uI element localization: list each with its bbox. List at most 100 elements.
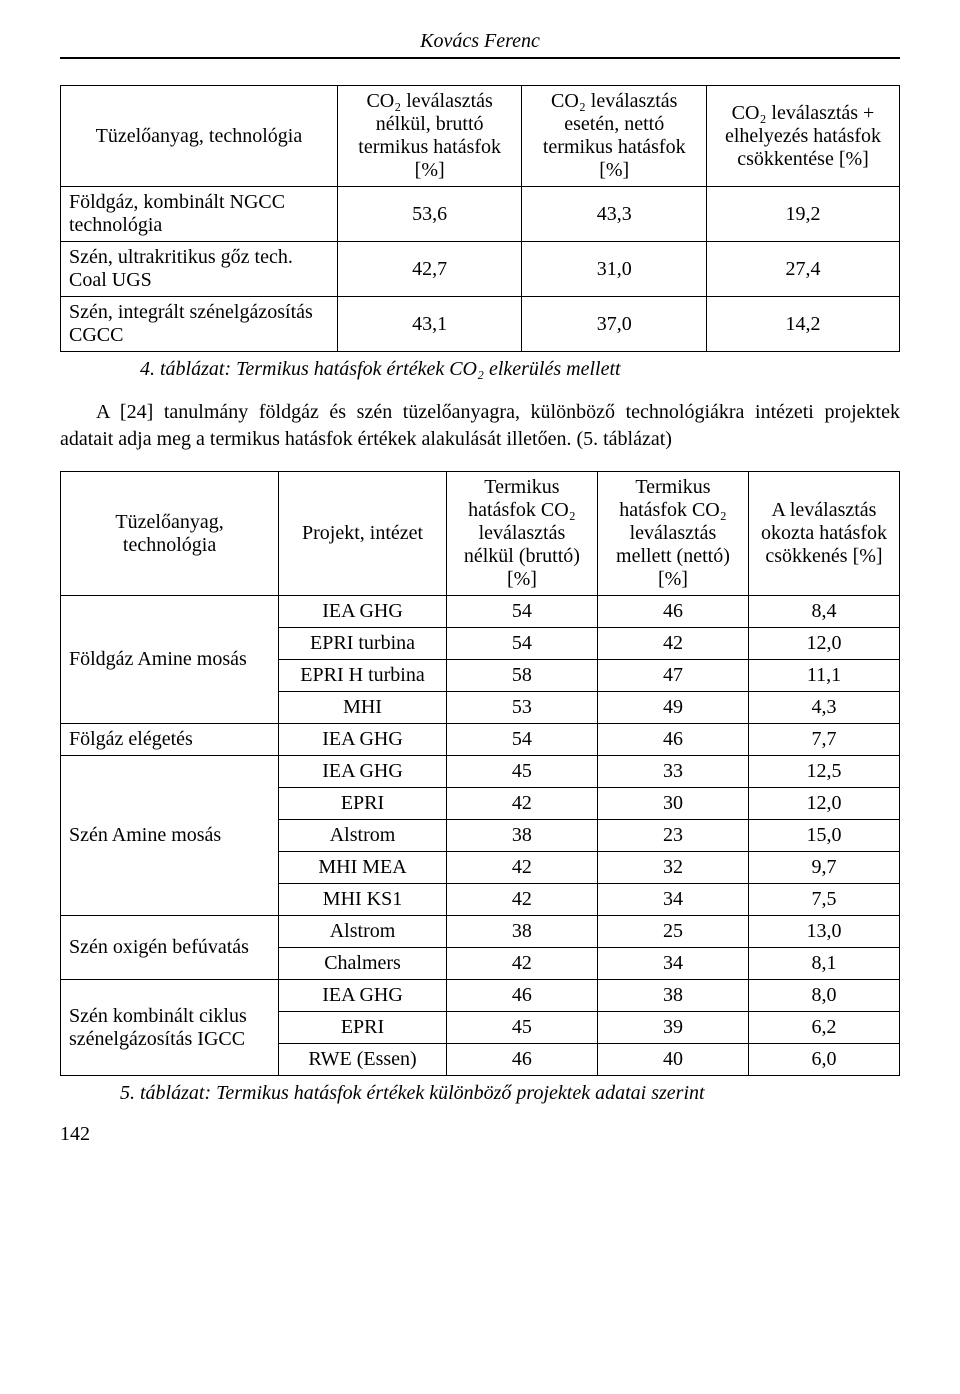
cell: 12,0 <box>748 788 899 820</box>
cell: 53,6 <box>337 187 522 242</box>
table-4-caption: 4. táblázat: Termikus hatásfok értékek C… <box>140 358 900 381</box>
cell: 34 <box>597 884 748 916</box>
running-head: Kovács Ferenc <box>60 30 900 53</box>
table-row: Földgáz, kombinált NGCC technológia 53,6… <box>61 187 900 242</box>
cell: Alstrom <box>279 916 447 948</box>
cell: 34 <box>597 948 748 980</box>
cell: 46 <box>597 596 748 628</box>
cell: 30 <box>597 788 748 820</box>
cell: 8,0 <box>748 980 899 1012</box>
col-header: CO₂ leválasztás + elhelyezés hatásfok cs… <box>707 86 900 187</box>
cell: 54 <box>446 596 597 628</box>
cell: IEA GHG <box>279 756 447 788</box>
cell: 19,2 <box>707 187 900 242</box>
table-row: Szén kombinált ciklus szénelgázosítás IG… <box>61 980 900 1012</box>
cell: 12,0 <box>748 628 899 660</box>
table-row: Szén, integrált szénelgázosítás CGCC 43,… <box>61 297 900 352</box>
cell: 40 <box>597 1044 748 1076</box>
cell: MHI MEA <box>279 852 447 884</box>
cell: 13,0 <box>748 916 899 948</box>
group-label: Fölgáz elégetés <box>61 724 279 756</box>
table-row: Földgáz Amine mosás IEA GHG 54 46 8,4 <box>61 596 900 628</box>
cell: 14,2 <box>707 297 900 352</box>
col-header: Projekt, intézet <box>279 472 447 596</box>
cell: Földgáz, kombinált NGCC technológia <box>61 187 338 242</box>
table-5: Tüzelőanyag, technológia Projekt, intéze… <box>60 471 900 1076</box>
cell: IEA GHG <box>279 596 447 628</box>
table-4: Tüzelőanyag, technológia CO₂ leválasztás… <box>60 85 900 352</box>
table-row: Szén, ultrakritikus gőz tech. Coal UGS 4… <box>61 242 900 297</box>
cell: EPRI <box>279 1012 447 1044</box>
cell: 11,1 <box>748 660 899 692</box>
cell: 58 <box>446 660 597 692</box>
table-row: Tüzelőanyag, technológia Projekt, intéze… <box>61 472 900 596</box>
cell: 6,0 <box>748 1044 899 1076</box>
page-number: 142 <box>60 1123 900 1146</box>
cell: 43,3 <box>522 187 707 242</box>
cell: 46 <box>446 1044 597 1076</box>
col-header: CO₂ leválasztás nélkül, bruttó termikus … <box>337 86 522 187</box>
cell: 38 <box>597 980 748 1012</box>
cell: EPRI H turbina <box>279 660 447 692</box>
col-header: A leválasztás okozta hatásfok csökkenés … <box>748 472 899 596</box>
cell: 8,4 <box>748 596 899 628</box>
cell: 23 <box>597 820 748 852</box>
page: Kovács Ferenc Tüzelőanyag, technológia C… <box>0 0 960 1186</box>
group-label: Szén kombinált ciklus szénelgázosítás IG… <box>61 980 279 1076</box>
cell: 31,0 <box>522 242 707 297</box>
cell: 46 <box>446 980 597 1012</box>
cell: 42 <box>446 852 597 884</box>
header-rule <box>60 57 900 59</box>
cell: Alstrom <box>279 820 447 852</box>
cell: EPRI <box>279 788 447 820</box>
cell: MHI <box>279 692 447 724</box>
cell: 39 <box>597 1012 748 1044</box>
cell: 9,7 <box>748 852 899 884</box>
col-header: Termikus hatásfok CO₂ leválasztás nélkül… <box>446 472 597 596</box>
cell: 7,7 <box>748 724 899 756</box>
col-header: Tüzelőanyag, technológia <box>61 472 279 596</box>
cell: 33 <box>597 756 748 788</box>
cell: 38 <box>446 916 597 948</box>
cell: 42 <box>597 628 748 660</box>
cell: 42 <box>446 948 597 980</box>
cell: 25 <box>597 916 748 948</box>
cell: 7,5 <box>748 884 899 916</box>
cell: 42,7 <box>337 242 522 297</box>
cell: 45 <box>446 756 597 788</box>
cell: 12,5 <box>748 756 899 788</box>
table-5-caption: 5. táblázat: Termikus hatásfok értékek k… <box>120 1082 900 1105</box>
cell: 54 <box>446 724 597 756</box>
cell: IEA GHG <box>279 724 447 756</box>
cell: Szén, ultrakritikus gőz tech. Coal UGS <box>61 242 338 297</box>
group-label: Szén oxigén befúvatás <box>61 916 279 980</box>
cell: Chalmers <box>279 948 447 980</box>
cell: 42 <box>446 884 597 916</box>
cell: 8,1 <box>748 948 899 980</box>
body-paragraph: A [24] tanulmány földgáz és szén tüzelőa… <box>60 399 900 453</box>
cell: 53 <box>446 692 597 724</box>
cell: 45 <box>446 1012 597 1044</box>
col-header: Termikus hatásfok CO₂ leválasztás mellet… <box>597 472 748 596</box>
col-header: Tüzelőanyag, technológia <box>61 86 338 187</box>
cell: 27,4 <box>707 242 900 297</box>
cell: 46 <box>597 724 748 756</box>
table-row: Szén Amine mosás IEA GHG 45 33 12,5 <box>61 756 900 788</box>
cell: 15,0 <box>748 820 899 852</box>
cell: 37,0 <box>522 297 707 352</box>
cell: 38 <box>446 820 597 852</box>
cell: 54 <box>446 628 597 660</box>
cell: 32 <box>597 852 748 884</box>
table-row: Tüzelőanyag, technológia CO₂ leválasztás… <box>61 86 900 187</box>
table-row: Szén oxigén befúvatás Alstrom 38 25 13,0 <box>61 916 900 948</box>
cell: 42 <box>446 788 597 820</box>
cell: 47 <box>597 660 748 692</box>
col-header: CO₂ leválasztás esetén, nettó termikus h… <box>522 86 707 187</box>
table-row: Fölgáz elégetés IEA GHG 54 46 7,7 <box>61 724 900 756</box>
group-label: Szén Amine mosás <box>61 756 279 916</box>
cell: EPRI turbina <box>279 628 447 660</box>
group-label: Földgáz Amine mosás <box>61 596 279 724</box>
cell: Szén, integrált szénelgázosítás CGCC <box>61 297 338 352</box>
cell: 4,3 <box>748 692 899 724</box>
cell: RWE (Essen) <box>279 1044 447 1076</box>
